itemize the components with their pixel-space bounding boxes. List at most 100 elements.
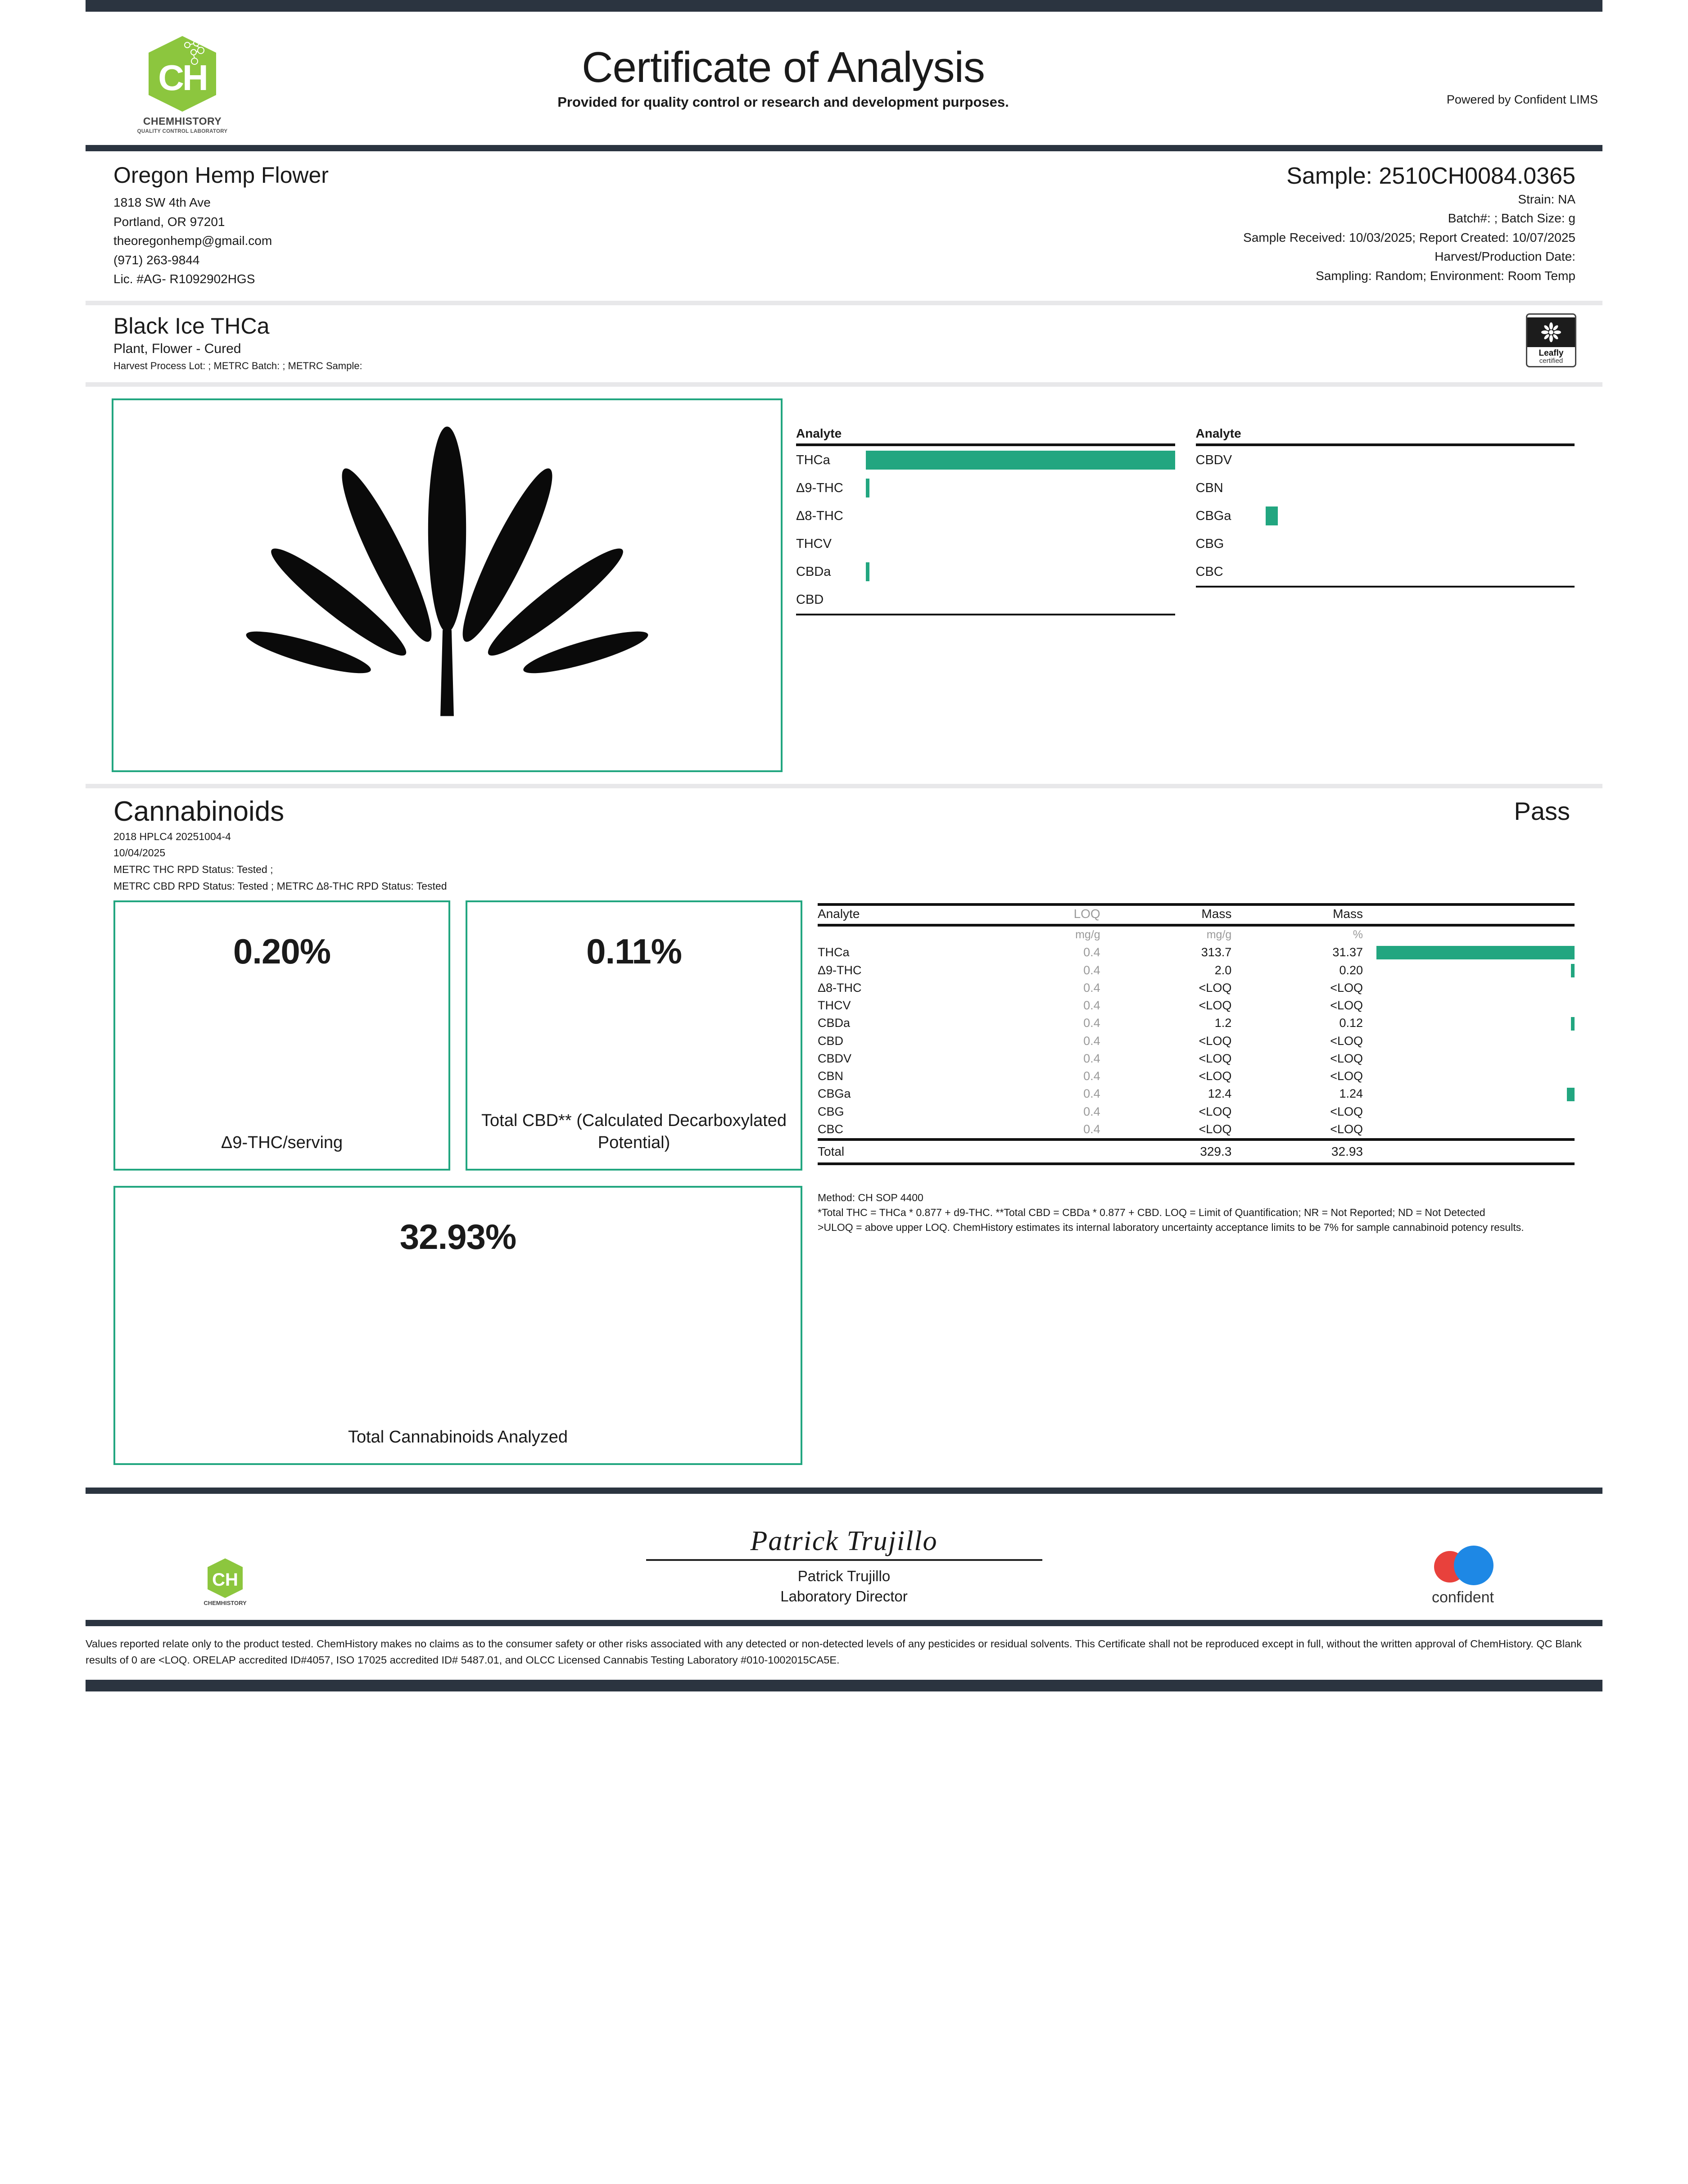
mini-bar-track — [866, 530, 1175, 558]
header-rule — [86, 145, 1602, 151]
mini-bar — [866, 479, 869, 498]
table-row: CBDa 0.4 1.2 0.12 — [818, 1014, 1575, 1032]
total-pct: 32.93 — [1231, 1138, 1363, 1165]
cannabinoids-section: Cannabinoids 2018 HPLC4 20251004-4 10/04… — [86, 788, 1602, 1470]
cell-loq: 0.4 — [1083, 1122, 1100, 1136]
confident-logo: confident — [1323, 1544, 1602, 1606]
client-sample-strip: Oregon Hemp Flower 1818 SW 4th Ave Portl… — [86, 151, 1602, 301]
results-thead: Analyte LOQ Mass Mass — [818, 903, 1575, 927]
client-license: Lic. #AG- R1092902HGS — [113, 272, 255, 286]
mini-analyte-row: CBC — [1196, 558, 1575, 586]
analyte-mini-charts: Analyte THCa Δ9-THC Δ8-THC THCV CBDa CBD Anal… — [796, 398, 1602, 772]
results-header-row: Analyte LOQ Mass Mass — [818, 903, 1575, 927]
cell-loq: 0.4 — [1083, 1069, 1100, 1083]
cell-bar — [1363, 1050, 1575, 1067]
cell-bar — [1363, 997, 1575, 1014]
signature-row: CH CHEMHISTORY Patrick Trujillo Patrick … — [86, 1494, 1602, 1620]
product-photo — [112, 398, 783, 773]
total-mg_g: 329.3 — [1100, 1138, 1232, 1165]
method-note-3: >ULOQ = above upper LOQ. ChemHistory est… — [818, 1221, 1524, 1234]
col-mass-mgg: Mass — [1100, 903, 1232, 927]
sample-info: Sample: 2510CH0084.0365 Strain: NA Batch… — [844, 163, 1603, 289]
cell-pct: 0.12 — [1339, 1016, 1363, 1030]
mini-analyte-row: CBGa — [1196, 502, 1575, 530]
analyte-mini-left: Analyte THCa Δ9-THC Δ8-THC THCV CBDa CBD — [796, 426, 1175, 772]
cell-mg_g: <LOQ — [1199, 998, 1232, 1012]
mini-bar-track — [866, 474, 1175, 502]
unit-cell — [818, 925, 994, 943]
cell-loq: 0.4 — [1083, 963, 1100, 977]
signature-image: Patrick Trujillo — [750, 1526, 938, 1557]
cell-mg_g: 313.7 — [1201, 945, 1232, 959]
client-address-1: 1818 SW 4th Ave — [113, 195, 211, 209]
product-info: Black Ice THCa Plant, Flower - Cured Har… — [113, 313, 1526, 373]
cell-pct: <LOQ — [1330, 1104, 1363, 1118]
client-phone: (971) 263-9844 — [113, 253, 200, 267]
table-row: CBC 0.4 <LOQ <LOQ — [818, 1121, 1575, 1139]
cell-analyte: CBGa — [818, 1087, 851, 1101]
mini-analyte-row: CBDV — [1196, 446, 1575, 474]
cell-mg_g: <LOQ — [1199, 981, 1232, 995]
cell-bar — [1363, 1121, 1575, 1139]
mini-bar-track — [1266, 474, 1575, 502]
page-title: Certificate of Analysis — [582, 43, 985, 91]
cell-analyte: CBD — [818, 1034, 844, 1048]
cell-loq: 0.4 — [1083, 1051, 1100, 1065]
table-row: CBG 0.4 <LOQ <LOQ — [818, 1103, 1575, 1121]
footer-rule-top — [86, 1488, 1602, 1494]
total-blank — [993, 1138, 1100, 1165]
powered-by-label: Powered by Confident LIMS — [1446, 93, 1598, 106]
col-mass-pct: Mass — [1231, 903, 1363, 927]
mini-header-right: Analyte — [1195, 426, 1575, 447]
title-block: Certificate of Analysis Provided for qua… — [279, 30, 1287, 110]
footer-logo: CH CHEMHISTORY — [86, 1558, 365, 1606]
table-row: CBD 0.4 <LOQ <LOQ — [818, 1032, 1575, 1050]
cannabinoids-header: Cannabinoids 2018 HPLC4 20251004-4 10/04… — [86, 796, 1602, 893]
results-panel: Analyte LOQ Mass Mass mg/g mg/g% THCa 0.4 31… — [818, 900, 1575, 1465]
mini-bar-track — [866, 586, 1175, 614]
logo-letters-small: CH — [212, 1569, 238, 1590]
cell-mg_g: <LOQ — [1199, 1034, 1232, 1048]
cell-loq: 0.4 — [1083, 998, 1100, 1012]
mini-analyte-label: CBN — [1195, 480, 1223, 495]
cell-mg_g: 12.4 — [1208, 1087, 1232, 1101]
client-email[interactable]: theoregonhemp@gmail.com — [113, 234, 272, 248]
stat-box-total-cbd: 0.11% Total CBD** (Calculated Decarboxyl… — [466, 900, 802, 1171]
cell-analyte: CBDV — [818, 1051, 852, 1065]
section-divider-1 — [86, 300, 1602, 305]
mini-analyte-label: CBC — [1195, 564, 1223, 579]
logo-tagline: QUALITY CONTROL LABORATORY — [137, 129, 228, 134]
confident-blue-dot — [1454, 1546, 1493, 1586]
mini-header-left: Analyte — [796, 426, 1175, 447]
cell-pct: <LOQ — [1330, 1069, 1363, 1083]
mini-analyte-row: THCV — [796, 530, 1175, 558]
leafly-star-icon — [1541, 322, 1561, 342]
table-row: CBGa 0.4 12.4 1.24 — [818, 1085, 1575, 1103]
cell-mg_g: 2.0 — [1214, 963, 1232, 977]
cell-bar — [1363, 979, 1575, 997]
analyte-mini-right: Analyte CBDV CBN CBGa CBG CBC — [1195, 426, 1575, 772]
confident-label: confident — [1432, 1589, 1494, 1606]
results-total-row: Total 329.3 32.93 — [818, 1138, 1575, 1165]
mini-analyte-row: THCa — [796, 446, 1175, 474]
hero-row: Analyte THCa Δ9-THC Δ8-THC THCV CBDa CBD Anal… — [86, 387, 1602, 784]
cell-mg_g: 1.2 — [1214, 1016, 1232, 1030]
unit-cell: mg/g — [1206, 928, 1232, 941]
mini-analyte-row: CBDa — [796, 558, 1175, 586]
cell-analyte: THCV — [818, 998, 851, 1012]
footer-rule-bottom — [86, 1620, 1602, 1627]
potency-summary: 0.20% Δ9-THC/serving 0.11% Total CBD** (… — [113, 900, 802, 1465]
col-loq: LOQ — [993, 903, 1100, 927]
cell-bar — [1363, 943, 1575, 961]
logo-wordmark: CHEMHISTORY — [143, 115, 222, 127]
result-bar — [1566, 1087, 1575, 1101]
col-analyte: Analyte — [818, 903, 994, 927]
table-row: THCV 0.4 <LOQ <LOQ — [818, 997, 1575, 1014]
bottom-rule — [86, 1679, 1602, 1691]
mini-analyte-label: THCa — [796, 452, 830, 467]
mini-analyte-label: CBG — [1195, 536, 1224, 551]
cell-analyte: CBG — [818, 1104, 844, 1118]
product-name: Black Ice THCa — [113, 313, 270, 339]
cannabinoids-title-group: Cannabinoids 2018 HPLC4 20251004-4 10/04… — [113, 796, 447, 893]
mini-analyte-label: CBGa — [1195, 508, 1231, 523]
